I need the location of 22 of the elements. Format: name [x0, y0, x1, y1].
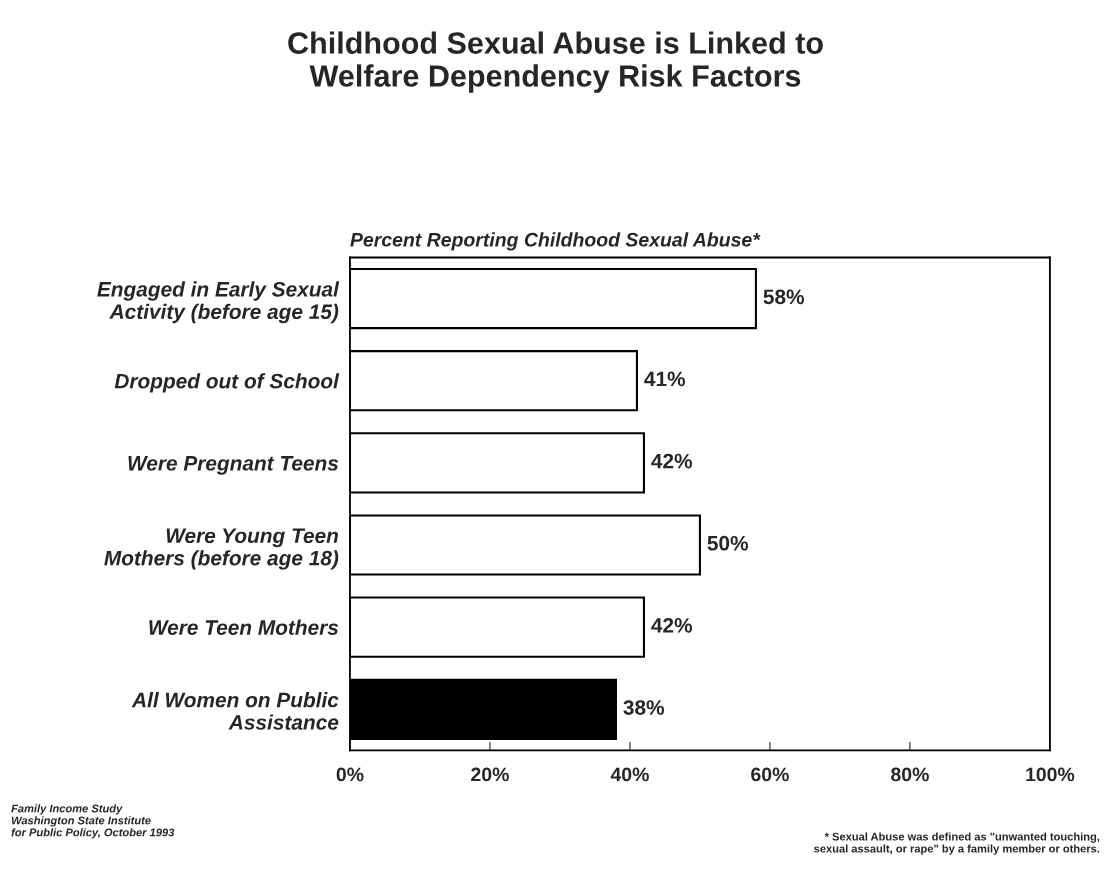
data-label: 58% [763, 289, 805, 305]
text: Family Income Study Washington State Institute for Public Policy, October 1993 [11, 804, 175, 839]
y-tick-label: Were Pregnant Teens [128, 456, 339, 475]
x-tick-label: 40% [610, 767, 649, 782]
y-tick-label: Engaged in Early Sexual Activity (before age 15) [97, 281, 340, 324]
text: * Sexual Abuse was defined as "unwanted touching, sexual assault, or rape" by a family member or others. [814, 832, 1100, 855]
data-label: 42% [651, 453, 693, 469]
x-tick-label: 20% [471, 767, 509, 782]
chart-subtitle: Percent Reporting Childhood Sexual Abuse* [350, 232, 761, 251]
y-tick-label: Were Young Teen Mothers (before age 18) [104, 528, 339, 570]
data-label: 38% [623, 700, 665, 715]
x-tick-label: 60% [751, 767, 789, 782]
data-label: 41% [644, 371, 686, 387]
chart-title: Childhood Sexual Abuse is Linked to Welfare Dependency Risk Factors [288, 31, 823, 93]
y-tick-label: Were Teen Mothers [149, 619, 339, 635]
data-label: 50% [707, 535, 749, 551]
x-tick-label: 0% [336, 767, 364, 782]
x-tick-label: 80% [891, 767, 929, 782]
x-tick-label: 100% [1026, 767, 1075, 782]
data-label: 42% [651, 617, 693, 633]
y-tick-label: All Women on Public Assistance [131, 692, 339, 730]
y-tick-label: Dropped out of School [114, 373, 340, 393]
